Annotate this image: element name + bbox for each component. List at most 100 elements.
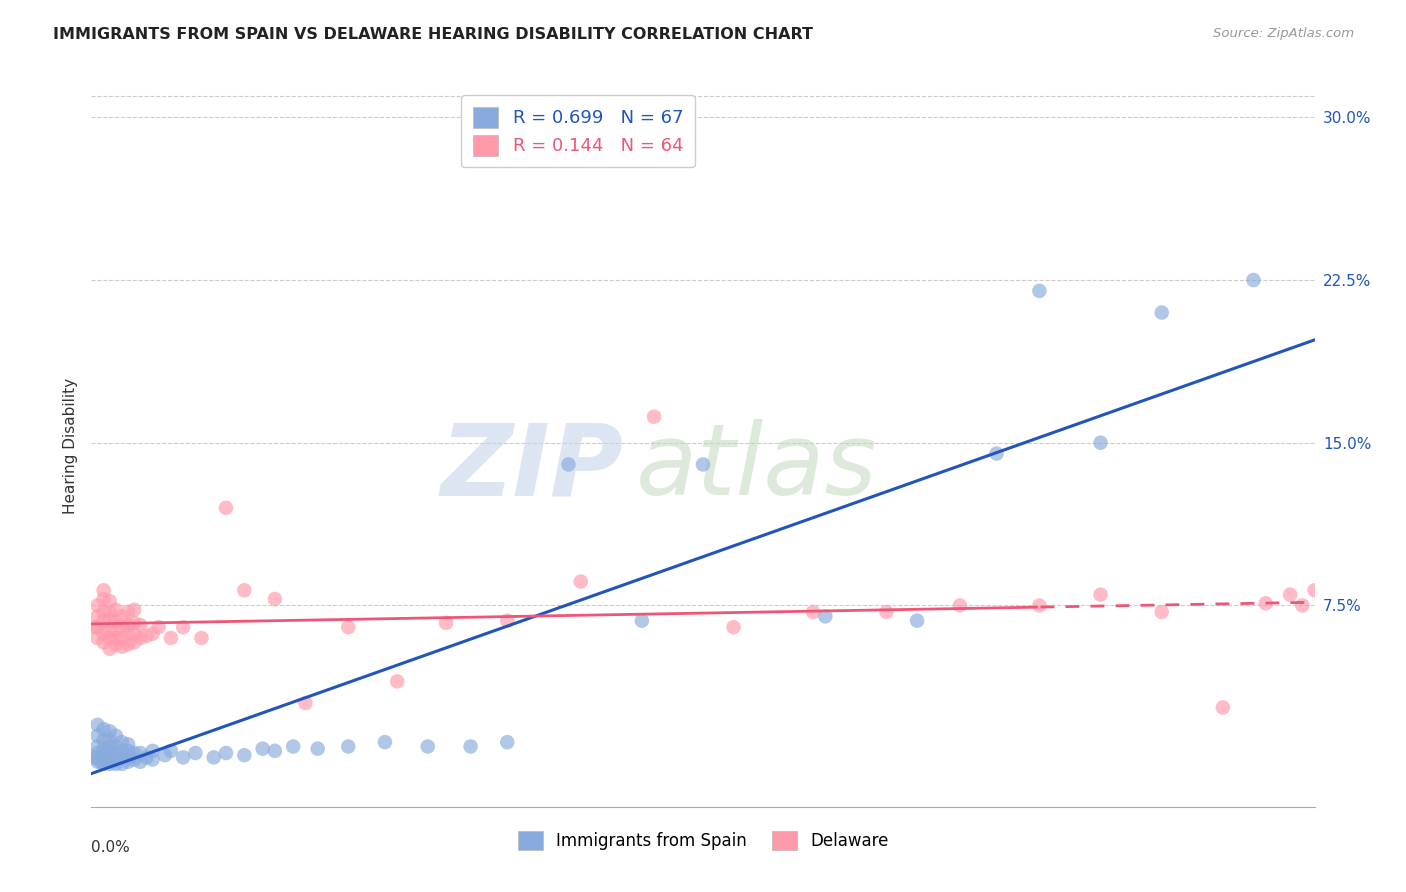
Point: [86, 750, 108, 764]
Point: [1291, 599, 1313, 613]
Point: [184, 746, 207, 760]
Point: [111, 620, 134, 634]
Point: [104, 739, 127, 754]
Point: [875, 605, 898, 619]
Point: [104, 631, 127, 645]
Point: [233, 748, 256, 763]
Point: [160, 631, 183, 645]
Point: [93, 605, 115, 619]
Point: [416, 739, 439, 754]
Point: [141, 744, 163, 758]
Point: [723, 620, 745, 634]
Point: [172, 750, 194, 764]
Point: [98, 605, 121, 619]
Point: [122, 626, 145, 640]
Point: [1150, 305, 1173, 319]
Point: [93, 741, 115, 756]
Point: [122, 752, 145, 766]
Point: [104, 614, 127, 628]
Point: [117, 618, 139, 632]
Point: [141, 752, 163, 766]
Point: [86, 599, 108, 613]
Point: [264, 744, 287, 758]
Point: [93, 591, 115, 606]
Point: [294, 696, 316, 710]
Y-axis label: Hearing Disability: Hearing Disability: [62, 378, 77, 514]
Point: [104, 623, 127, 637]
Point: [93, 733, 115, 747]
Point: [905, 614, 928, 628]
Text: atlas: atlas: [636, 419, 877, 516]
Point: [93, 752, 115, 766]
Point: [117, 626, 139, 640]
Point: [98, 724, 121, 739]
Point: [122, 603, 145, 617]
Point: [111, 631, 134, 645]
Point: [496, 614, 519, 628]
Text: 0.0%: 0.0%: [91, 839, 131, 855]
Text: Source: ZipAtlas.com: Source: ZipAtlas.com: [1213, 27, 1354, 40]
Point: [98, 752, 121, 766]
Point: [135, 750, 157, 764]
Point: [104, 752, 127, 766]
Point: [122, 635, 145, 649]
Point: [98, 748, 121, 763]
Point: [496, 735, 519, 749]
Point: [202, 750, 225, 764]
Point: [1028, 599, 1050, 613]
Point: [1279, 588, 1302, 602]
Point: [190, 631, 212, 645]
Point: [98, 631, 121, 645]
Point: [385, 674, 409, 689]
Point: [337, 739, 360, 754]
Point: [122, 615, 145, 630]
Point: [122, 746, 145, 760]
Point: [148, 620, 170, 634]
Point: [117, 750, 139, 764]
Point: [1303, 583, 1326, 598]
Point: [283, 739, 305, 754]
Point: [86, 631, 108, 645]
Point: [98, 744, 121, 758]
Point: [93, 626, 115, 640]
Point: [90, 755, 112, 769]
Point: [1090, 588, 1112, 602]
Point: [98, 756, 121, 771]
Point: [98, 614, 121, 628]
Point: [434, 615, 457, 630]
Point: [374, 735, 396, 749]
Point: [129, 618, 152, 632]
Point: [104, 746, 127, 760]
Point: [1150, 605, 1173, 619]
Point: [93, 635, 115, 649]
Point: [117, 744, 139, 758]
Point: [129, 755, 152, 769]
Point: [949, 599, 972, 613]
Point: [98, 733, 121, 747]
Point: [98, 624, 121, 639]
Point: [104, 638, 127, 652]
Point: [111, 744, 134, 758]
Point: [160, 744, 183, 758]
Point: [801, 605, 824, 619]
Point: [129, 746, 152, 760]
Point: [117, 755, 139, 769]
Point: [117, 605, 139, 619]
Point: [93, 722, 115, 736]
Point: [93, 614, 115, 628]
Point: [83, 620, 105, 634]
Point: [111, 756, 134, 771]
Point: [307, 741, 329, 756]
Point: [86, 609, 108, 624]
Point: [111, 735, 134, 749]
Legend: Immigrants from Spain, Delaware: Immigrants from Spain, Delaware: [510, 824, 896, 856]
Point: [104, 756, 127, 771]
Point: [93, 756, 115, 771]
Point: [104, 603, 127, 617]
Point: [117, 737, 139, 751]
Point: [1028, 284, 1050, 298]
Point: [337, 620, 360, 634]
Point: [569, 574, 592, 589]
Point: [86, 739, 108, 754]
Point: [86, 746, 108, 760]
